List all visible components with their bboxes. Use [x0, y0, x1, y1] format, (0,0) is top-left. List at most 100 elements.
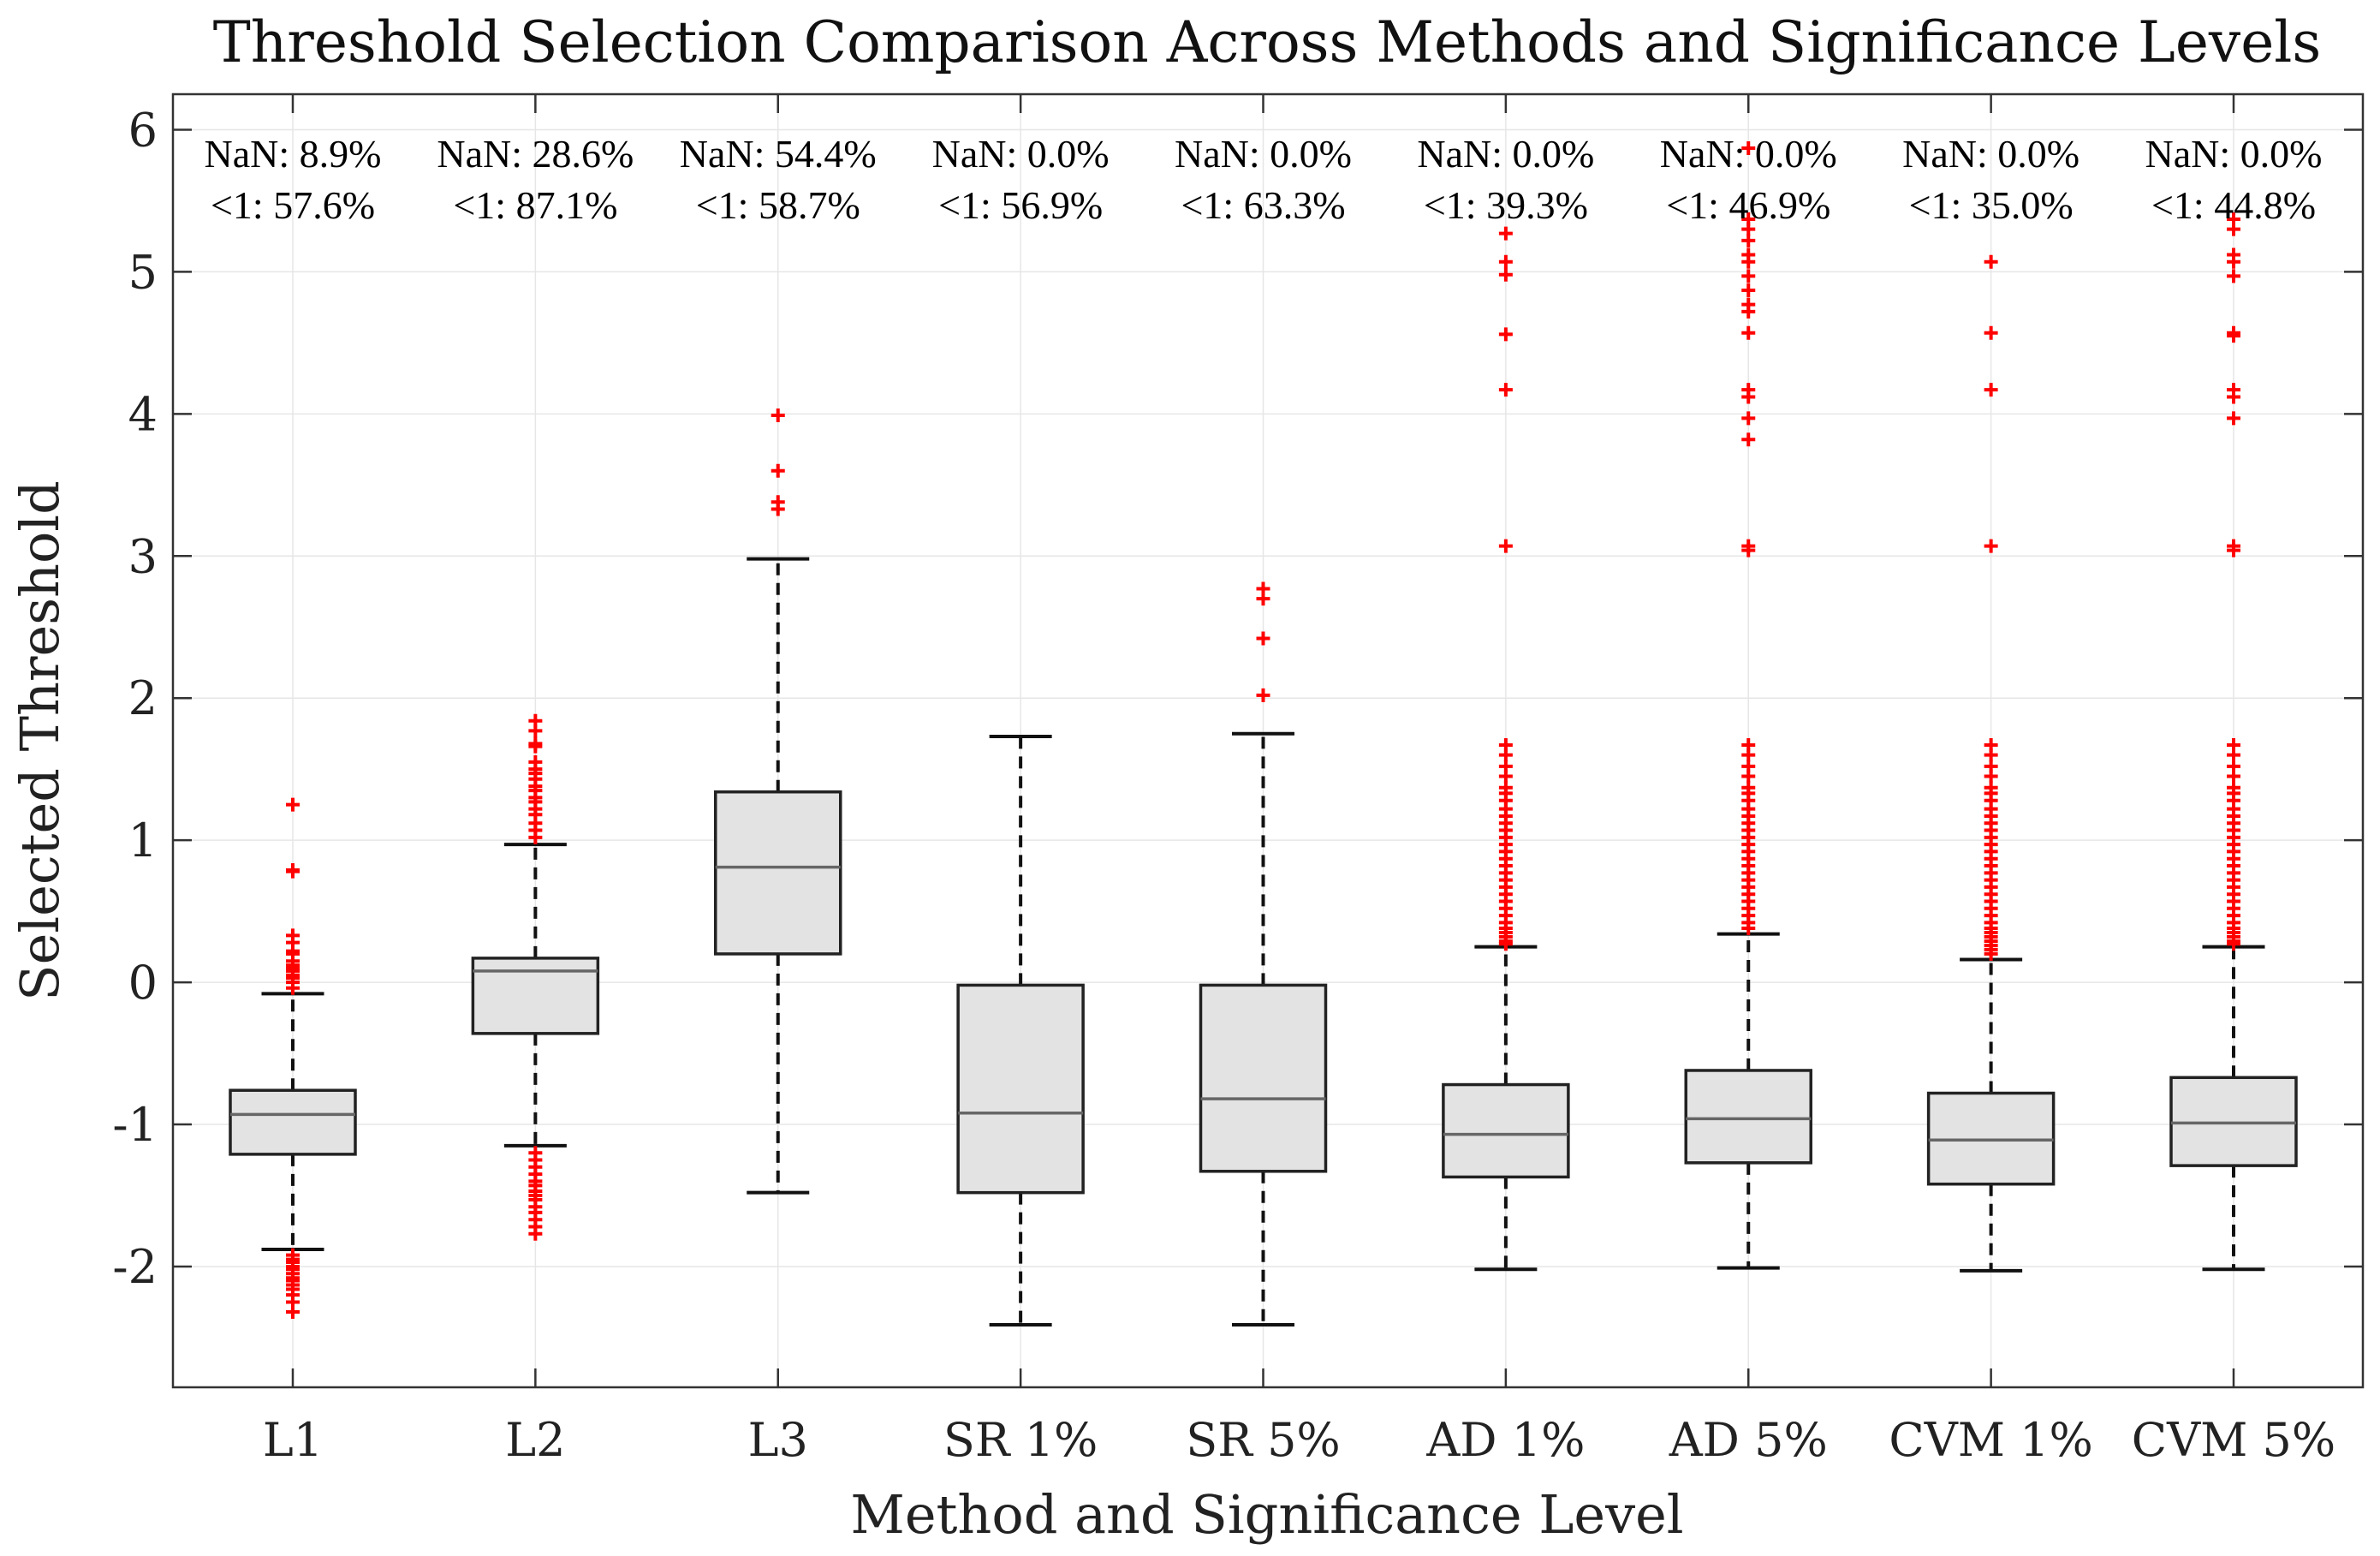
outlier-marker [1498, 937, 1513, 951]
y-tick-label: 0 [128, 956, 158, 1010]
x-tick-label: AD 5% [1669, 1413, 1828, 1467]
box-5 [1442, 945, 1570, 1272]
y-tick-layer: 6 5 4 3 2 1 0 -1 -2 [112, 103, 2363, 1294]
outlier-marker [1741, 141, 1756, 156]
outlier-marker [1498, 539, 1513, 553]
annotation-nan: NaN: 8.9% [205, 132, 382, 176]
outlier-marker [1256, 592, 1270, 606]
annotation-below-one: <1: 63.3% [1181, 183, 1345, 227]
outlier-marker [528, 739, 543, 754]
x-tick-layer: L1 L2 L3 SR 1% SR 5% AD 1% AD 5% CVM 1% CVM 5% [263, 94, 2335, 1467]
outlier-marker [1984, 946, 1998, 961]
box-3 [956, 735, 1085, 1326]
annotation-nan: NaN: 0.0% [932, 132, 1110, 176]
outlier-marker [2227, 411, 2240, 426]
outlier-marker [1741, 411, 1756, 426]
x-tick-label: SR 1% [943, 1413, 1098, 1467]
annotation-nan: NaN: 54.4% [680, 132, 877, 176]
outlier-marker [1741, 304, 1756, 319]
annotation-below-one: <1: 35.0% [1909, 183, 2074, 227]
outlier-marker [1984, 325, 1998, 340]
box-iqr [229, 1088, 357, 1156]
outlier-marker [1741, 269, 1756, 283]
outlier-marker [771, 408, 785, 423]
y-tick-label: 5 [128, 245, 158, 299]
outlier-marker [1256, 688, 1270, 702]
outlier-marker [1498, 267, 1513, 282]
outlier-marker [771, 463, 785, 478]
outlier-marker [1741, 921, 1756, 936]
outlier-layer [286, 141, 2240, 1320]
annotation-below-one: <1: 57.6% [211, 183, 375, 227]
outlier-marker [2227, 222, 2240, 236]
box-iqr [1442, 1082, 1570, 1179]
annotation-below-one: <1: 58.7% [696, 183, 860, 227]
box-layer [229, 557, 2298, 1326]
annotation-below-one: <1: 87.1% [453, 183, 617, 227]
annotation-below-one: <1: 44.8% [2151, 183, 2316, 227]
outlier-marker [286, 981, 300, 995]
outlier-marker [1741, 543, 1756, 557]
box-iqr [1199, 983, 1328, 1173]
annotation-layer: NaN: 8.9% <1: 57.6% NaN: 28.6% <1: 87.1% NaN… [205, 132, 2323, 227]
annotation-nan: NaN: 0.0% [1175, 132, 1352, 176]
x-tick-label: L2 [505, 1413, 565, 1467]
y-tick-label: -1 [112, 1098, 158, 1152]
annotation-below-one: <1: 46.9% [1666, 183, 1830, 227]
outlier-marker [286, 797, 300, 812]
outlier-marker [528, 830, 543, 844]
outlier-marker [1741, 432, 1756, 447]
box-iqr [1684, 1069, 1812, 1165]
annotation-nan: NaN: 0.0% [2145, 132, 2323, 176]
outlier-marker [1498, 226, 1513, 241]
outlier-marker [2227, 254, 2240, 269]
annotation-nan: NaN: 0.0% [1660, 132, 1837, 176]
outlier-marker [2227, 543, 2240, 557]
box-4 [1199, 731, 1328, 1326]
annotation-nan: NaN: 0.0% [1417, 132, 1594, 176]
box-iqr [714, 790, 842, 956]
x-tick-label: AD 1% [1425, 1413, 1585, 1467]
x-tick-label: CVM 5% [2132, 1413, 2335, 1467]
box-7 [1926, 957, 2056, 1273]
outlier-marker [286, 864, 300, 879]
y-tick-label: 2 [128, 671, 158, 725]
axes-frame [171, 92, 2365, 1389]
outlier-marker [1741, 325, 1756, 340]
outlier-marker [286, 1305, 300, 1320]
annotation-below-one: <1: 39.3% [1424, 183, 1588, 227]
annotation-nan: NaN: 28.6% [437, 132, 634, 176]
y-tick-label: 3 [128, 529, 158, 583]
outlier-marker [1741, 283, 1756, 297]
y-tick-label: 1 [128, 814, 158, 867]
outlier-marker [1741, 254, 1756, 269]
x-tick-label: L1 [263, 1413, 323, 1467]
box-0 [229, 992, 357, 1252]
outlier-marker [1498, 327, 1513, 342]
outlier-marker [771, 502, 785, 516]
annotation-below-one: <1: 56.9% [938, 183, 1103, 227]
outlier-marker [1984, 383, 1998, 397]
box-8 [2169, 945, 2298, 1272]
outlier-marker [1741, 390, 1756, 404]
outlier-marker [1984, 539, 1998, 553]
outlier-marker [1256, 631, 1270, 646]
x-tick-label: L3 [748, 1413, 808, 1467]
outlier-marker [1741, 233, 1756, 247]
outlier-marker [2227, 937, 2240, 951]
box-2 [714, 557, 842, 1195]
outlier-marker [1984, 254, 1998, 269]
box-iqr [956, 983, 1085, 1195]
x-axis-label: Method and Significance Level [850, 1483, 1683, 1546]
outlier-marker [2227, 329, 2240, 343]
outlier-marker [1498, 254, 1513, 269]
y-tick-label: 6 [128, 103, 158, 157]
outlier-marker [528, 724, 543, 738]
y-axis-label: Selected Threshold [9, 480, 71, 1001]
x-tick-label: SR 5% [1186, 1413, 1340, 1467]
outlier-marker [2227, 269, 2240, 283]
y-tick-label: 4 [128, 387, 158, 441]
y-tick-label: -2 [112, 1240, 158, 1294]
